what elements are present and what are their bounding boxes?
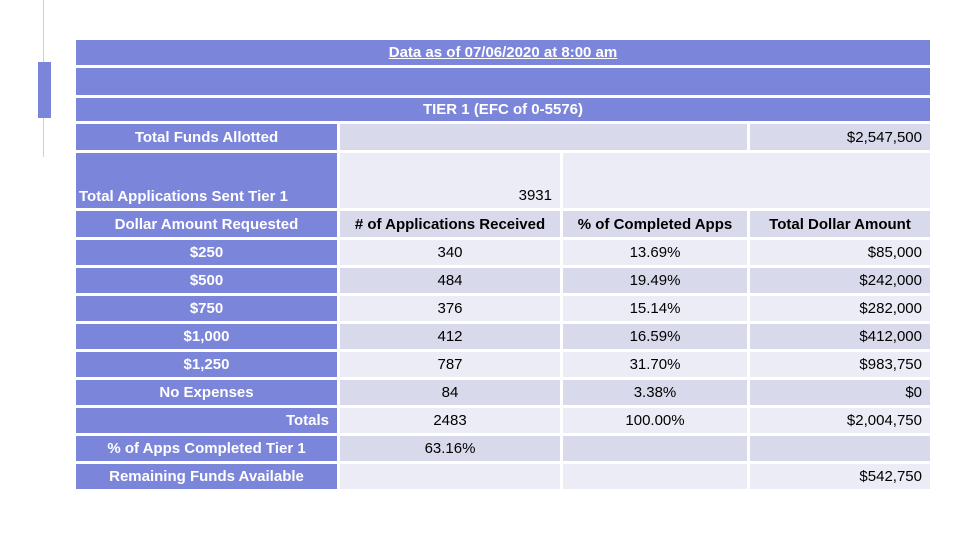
cell-total-dollar-amount: $412,000 [750, 324, 930, 349]
pct-apps-completed-spacer-2 [750, 436, 930, 461]
total-applications-sent-label: Total Applications Sent Tier 1 [76, 153, 337, 208]
left-accent-bar [38, 62, 51, 118]
row-label-dollar-requested: $1,250 [76, 352, 337, 377]
column-header-pct-completed-apps: % of Completed Apps [563, 211, 747, 237]
remaining-funds-value: $542,750 [750, 464, 930, 489]
column-header-dollar-amount-requested: Dollar Amount Requested [76, 211, 337, 237]
cell-total-dollar-amount: $983,750 [750, 352, 930, 377]
pct-apps-completed-label: % of Apps Completed Tier 1 [76, 436, 337, 461]
row-label-dollar-requested: $1,000 [76, 324, 337, 349]
cell-total-dollar-amount: $0 [750, 380, 930, 405]
pct-apps-completed-value: 63.16% [340, 436, 560, 461]
cell-pct-completed: 15.14% [563, 296, 747, 321]
tier1-data-table: Data as of 07/06/2020 at 8:00 am TIER 1 … [76, 40, 930, 489]
row-label-dollar-requested: $750 [76, 296, 337, 321]
totals-dollar-amount: $2,004,750 [750, 408, 930, 433]
remaining-funds-label: Remaining Funds Available [76, 464, 337, 489]
row-label-dollar-requested: $500 [76, 268, 337, 293]
pct-apps-completed-spacer-1 [563, 436, 747, 461]
column-header-total-dollar-amount: Total Dollar Amount [750, 211, 930, 237]
total-funds-allotted-value: $2,547,500 [750, 124, 930, 150]
cell-pct-completed: 31.70% [563, 352, 747, 377]
cell-pct-completed: 16.59% [563, 324, 747, 349]
totals-label: Totals [76, 408, 337, 433]
column-header-applications-received: # of Applications Received [340, 211, 560, 237]
total-applications-sent-value: 3931 [340, 153, 560, 208]
row-label-dollar-requested: $250 [76, 240, 337, 265]
total-applications-sent-spacer [563, 153, 930, 208]
cell-applications-received: 484 [340, 268, 560, 293]
cell-pct-completed: 13.69% [563, 240, 747, 265]
cell-pct-completed: 19.49% [563, 268, 747, 293]
cell-total-dollar-amount: $282,000 [750, 296, 930, 321]
total-funds-allotted-spacer [340, 124, 747, 150]
totals-pct-completed: 100.00% [563, 408, 747, 433]
cell-applications-received: 84 [340, 380, 560, 405]
spacer-band [76, 68, 930, 95]
total-funds-allotted-label: Total Funds Allotted [76, 124, 337, 150]
table-title: Data as of 07/06/2020 at 8:00 am [76, 40, 930, 65]
totals-applications-received: 2483 [340, 408, 560, 433]
cell-applications-received: 376 [340, 296, 560, 321]
cell-applications-received: 412 [340, 324, 560, 349]
row-label-dollar-requested: No Expenses [76, 380, 337, 405]
cell-total-dollar-amount: $85,000 [750, 240, 930, 265]
section-header: TIER 1 (EFC of 0-5576) [76, 98, 930, 121]
cell-pct-completed: 3.38% [563, 380, 747, 405]
cell-applications-received: 340 [340, 240, 560, 265]
cell-applications-received: 787 [340, 352, 560, 377]
remaining-funds-spacer-2 [563, 464, 747, 489]
remaining-funds-spacer-1 [340, 464, 560, 489]
cell-total-dollar-amount: $242,000 [750, 268, 930, 293]
